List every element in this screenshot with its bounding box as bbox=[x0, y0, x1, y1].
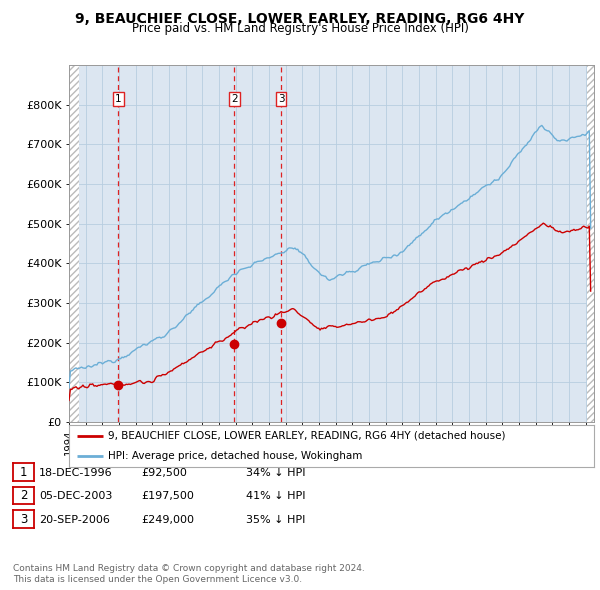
Text: HPI: Average price, detached house, Wokingham: HPI: Average price, detached house, Woki… bbox=[109, 451, 363, 461]
Text: 2: 2 bbox=[231, 94, 238, 104]
Text: 20-SEP-2006: 20-SEP-2006 bbox=[39, 515, 110, 525]
Text: 34% ↓ HPI: 34% ↓ HPI bbox=[246, 468, 305, 477]
Text: 2: 2 bbox=[20, 489, 28, 502]
Text: 05-DEC-2003: 05-DEC-2003 bbox=[39, 491, 112, 501]
Text: 18-DEC-1996: 18-DEC-1996 bbox=[39, 468, 113, 477]
Text: 3: 3 bbox=[278, 94, 284, 104]
Text: 41% ↓ HPI: 41% ↓ HPI bbox=[246, 491, 305, 501]
Text: 35% ↓ HPI: 35% ↓ HPI bbox=[246, 515, 305, 525]
Text: 1: 1 bbox=[115, 94, 122, 104]
Text: 1: 1 bbox=[20, 466, 28, 478]
Text: This data is licensed under the Open Government Licence v3.0.: This data is licensed under the Open Gov… bbox=[13, 575, 302, 584]
Text: £197,500: £197,500 bbox=[141, 491, 194, 501]
Text: 9, BEAUCHIEF CLOSE, LOWER EARLEY, READING, RG6 4HY (detached house): 9, BEAUCHIEF CLOSE, LOWER EARLEY, READIN… bbox=[109, 431, 506, 441]
Text: 9, BEAUCHIEF CLOSE, LOWER EARLEY, READING, RG6 4HY: 9, BEAUCHIEF CLOSE, LOWER EARLEY, READIN… bbox=[76, 12, 524, 26]
Text: £92,500: £92,500 bbox=[141, 468, 187, 477]
Text: 3: 3 bbox=[20, 513, 28, 526]
Text: Contains HM Land Registry data © Crown copyright and database right 2024.: Contains HM Land Registry data © Crown c… bbox=[13, 565, 365, 573]
Text: £249,000: £249,000 bbox=[141, 515, 194, 525]
Text: Price paid vs. HM Land Registry's House Price Index (HPI): Price paid vs. HM Land Registry's House … bbox=[131, 22, 469, 35]
